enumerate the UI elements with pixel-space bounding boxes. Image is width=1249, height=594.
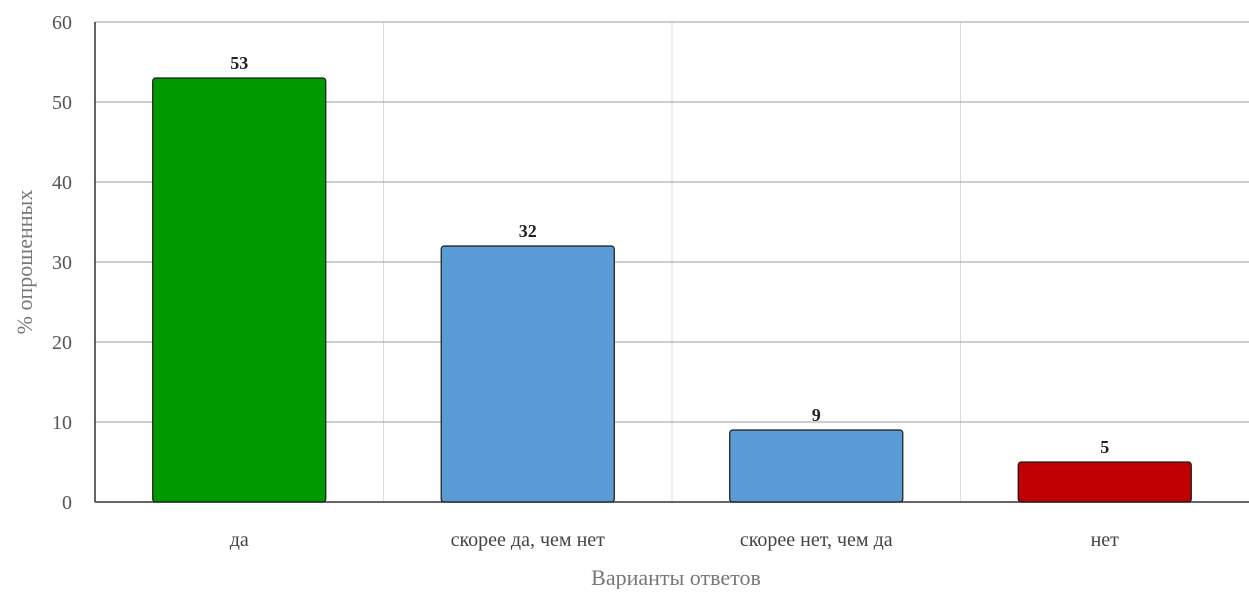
y-tick-label: 40	[52, 172, 72, 194]
bar	[152, 77, 327, 503]
bar-value-label: 5	[1100, 437, 1109, 457]
bar	[729, 429, 904, 503]
bars-layer	[152, 77, 1192, 503]
y-tick-label: 60	[52, 12, 72, 34]
y-axis-title: % опрошенных	[12, 190, 37, 335]
bar-value-label: 32	[519, 221, 537, 241]
bar-value-label: 9	[812, 405, 821, 425]
bar	[1017, 461, 1192, 503]
bar-value-label: 53	[230, 53, 248, 73]
y-tick-label: 30	[52, 252, 72, 274]
bar	[440, 245, 615, 503]
y-tick-label: 10	[52, 412, 72, 434]
y-tick-label: 20	[52, 332, 72, 354]
y-tick-label: 50	[52, 92, 72, 114]
labels-layer: 0 10 20 30 40 50 60 53 да 32 скорее да, чем нет 9 ск…	[52, 12, 1119, 551]
y-tick-label: 0	[62, 492, 72, 514]
x-category-label: нет	[1091, 529, 1120, 551]
x-axis-title: Варианты ответов	[591, 565, 761, 589]
x-category-label: скорее да, чем нет	[451, 529, 606, 551]
x-category-label: скорее нет, чем да	[740, 529, 893, 551]
x-category-label: да	[230, 529, 249, 551]
